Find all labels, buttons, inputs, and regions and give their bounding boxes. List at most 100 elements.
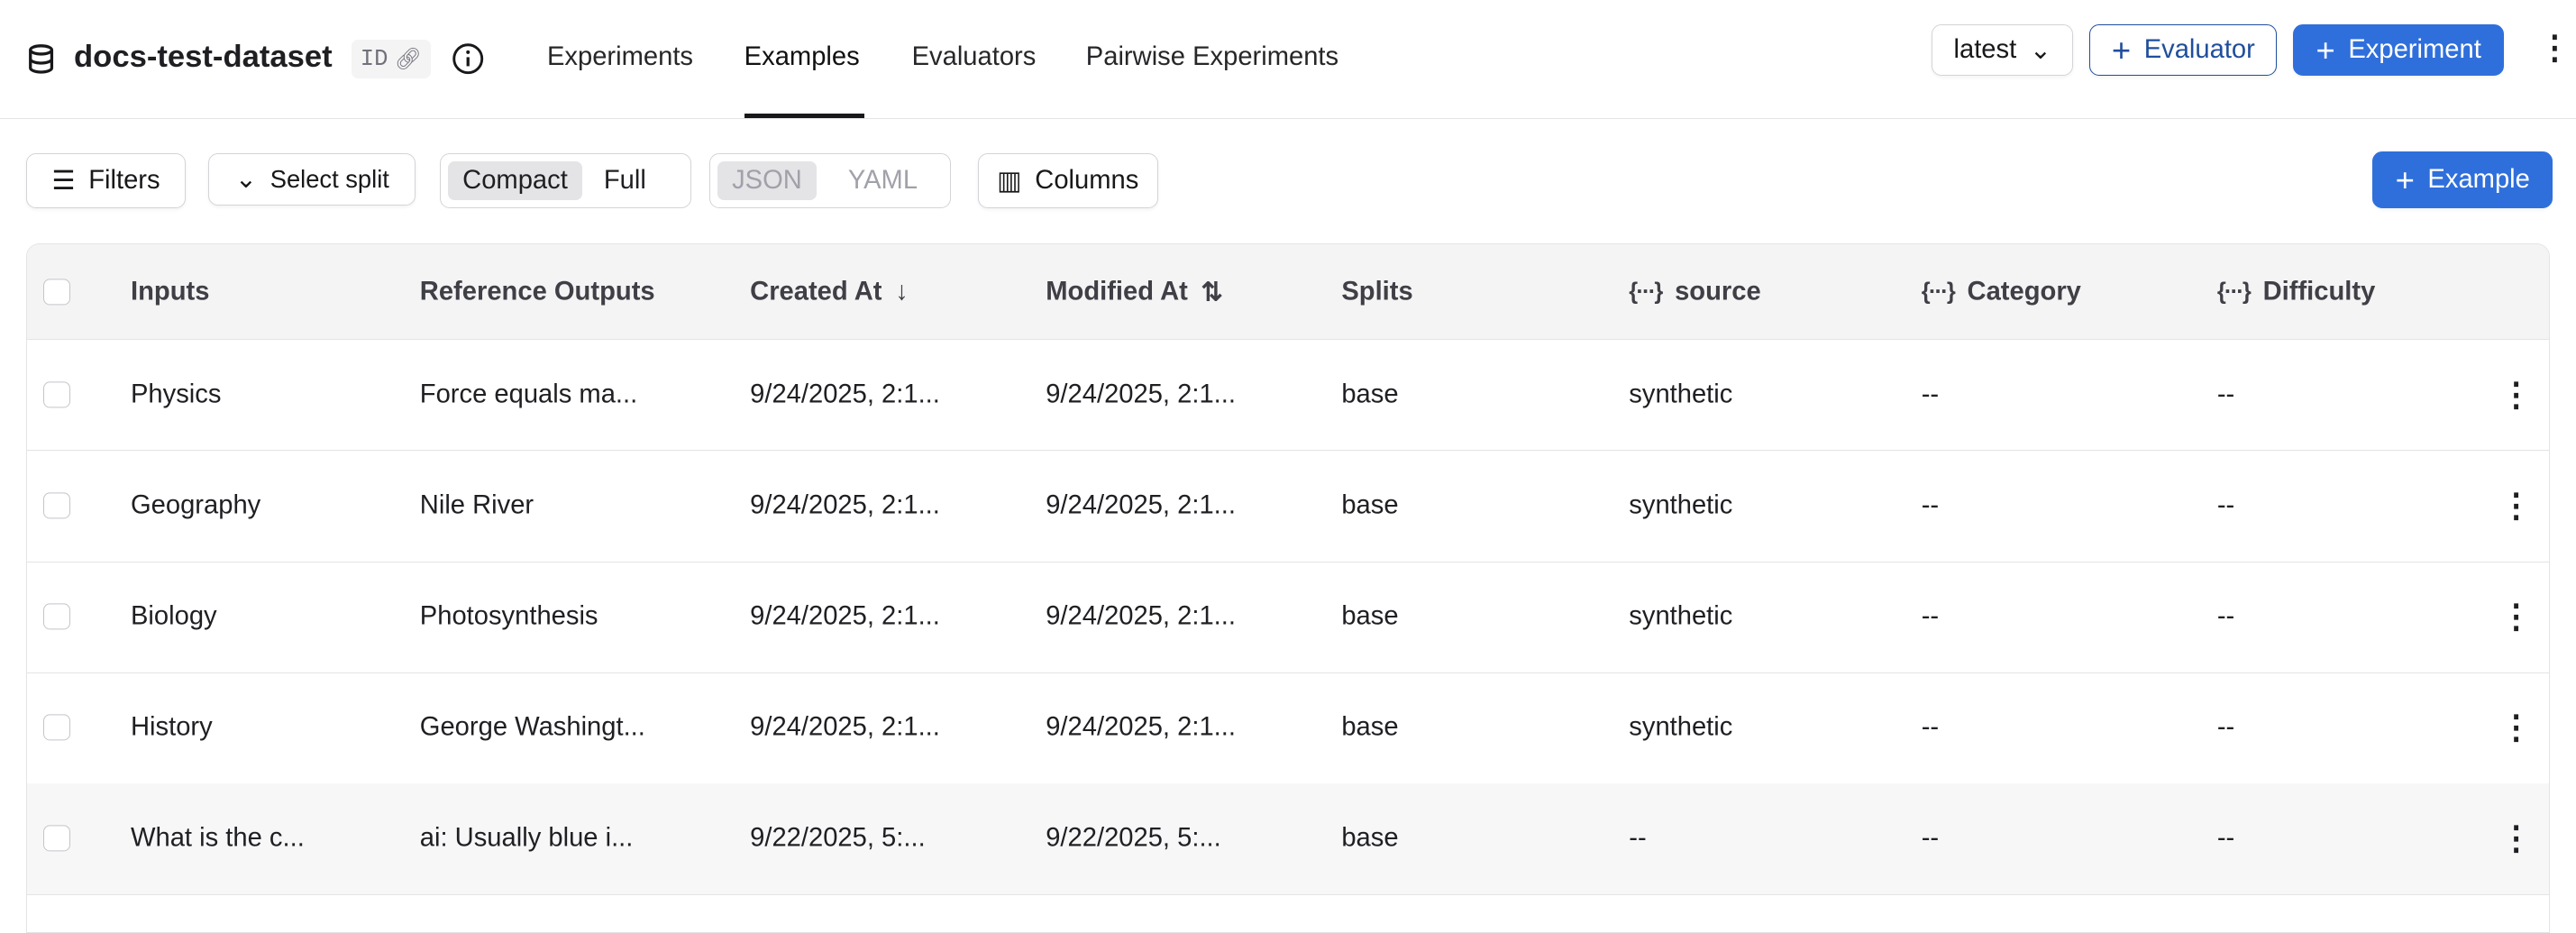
cell-difficulty: -- bbox=[2216, 712, 2235, 742]
filters-button[interactable]: ☰ Filters bbox=[26, 152, 186, 209]
sort-desc-icon[interactable]: ↓ bbox=[895, 277, 909, 306]
format-json[interactable]: JSON bbox=[717, 160, 818, 201]
filters-label: Filters bbox=[88, 165, 160, 195]
cell-splits: base bbox=[1341, 380, 1399, 409]
cell-reference-outputs: Force equals ma... bbox=[419, 380, 638, 409]
more-options-icon[interactable]: ⋮ bbox=[2538, 28, 2571, 66]
evaluator-label: Evaluator bbox=[2143, 35, 2255, 65]
cell-category: -- bbox=[1921, 490, 1940, 520]
column-reference-outputs[interactable]: Reference Outputs bbox=[420, 277, 655, 306]
copy-id-button[interactable]: ID 🔗︎ bbox=[352, 39, 431, 79]
view-mode-toggle: Compact Full bbox=[440, 152, 692, 209]
row-actions-icon[interactable]: ⋮ bbox=[2499, 597, 2533, 635]
column-label: Created At bbox=[750, 277, 882, 306]
row-actions-icon[interactable]: ⋮ bbox=[2499, 819, 2533, 856]
tab-examples[interactable]: Examples bbox=[744, 42, 860, 72]
cell-reference-outputs: ai: Usually blue i... bbox=[419, 823, 634, 853]
cell-splits: base bbox=[1341, 823, 1399, 853]
row-checkbox[interactable] bbox=[43, 381, 70, 408]
cell-source: synthetic bbox=[1629, 380, 1733, 409]
view-full[interactable]: Full bbox=[603, 165, 646, 195]
info-icon[interactable] bbox=[452, 42, 484, 75]
plus-icon: + bbox=[2316, 31, 2335, 69]
cell-difficulty: -- bbox=[2216, 380, 2235, 409]
view-compact[interactable]: Compact bbox=[447, 160, 583, 201]
table-row[interactable]: Geography Nile River 9/24/2025, 2:1... 9/24… bbox=[27, 450, 2549, 563]
column-modified-at[interactable]: Modified At ⇅ bbox=[1046, 276, 1223, 307]
row-checkbox[interactable] bbox=[43, 825, 70, 852]
column-splits[interactable]: Splits bbox=[1341, 277, 1412, 306]
cell-inputs: What is the c... bbox=[130, 823, 305, 853]
chevron-down-icon: ⌄ bbox=[234, 165, 258, 195]
row-checkbox[interactable] bbox=[43, 714, 70, 741]
cell-category: -- bbox=[1921, 823, 1940, 853]
cell-source: synthetic bbox=[1629, 712, 1733, 742]
column-category[interactable]: {···} Category bbox=[1922, 277, 2081, 306]
table-row[interactable]: Physics Force equals ma... 9/24/2025, 2:1.… bbox=[27, 339, 2549, 452]
filter-icon: ☰ bbox=[51, 166, 76, 196]
columns-icon: ▥ bbox=[997, 166, 1022, 196]
cell-created-at: 9/24/2025, 2:1... bbox=[750, 712, 940, 742]
cell-reference-outputs: Nile River bbox=[419, 490, 534, 520]
cell-created-at: 9/24/2025, 2:1... bbox=[750, 490, 940, 520]
cell-source: synthetic bbox=[1629, 601, 1733, 631]
cell-splits: base bbox=[1341, 601, 1399, 631]
cell-modified-at: 9/24/2025, 2:1... bbox=[1046, 380, 1236, 409]
select-split-label: Select split bbox=[269, 164, 389, 193]
row-checkbox[interactable] bbox=[43, 603, 70, 630]
cell-source: synthetic bbox=[1629, 490, 1733, 520]
row-actions-icon[interactable]: ⋮ bbox=[2499, 708, 2533, 745]
cell-category: -- bbox=[1921, 380, 1940, 409]
link-icon: 🔗︎ bbox=[394, 48, 422, 73]
select-split-dropdown[interactable]: ⌄ Select split bbox=[208, 152, 416, 206]
add-example-button[interactable]: + Example bbox=[2371, 151, 2553, 209]
experiment-label: Experiment bbox=[2348, 35, 2481, 65]
tab-evaluators[interactable]: Evaluators bbox=[911, 42, 1037, 72]
column-label: Splits bbox=[1341, 277, 1413, 306]
column-label: Reference Outputs bbox=[419, 277, 655, 306]
column-difficulty[interactable]: {···} Difficulty bbox=[2217, 277, 2376, 306]
row-actions-icon[interactable]: ⋮ bbox=[2499, 375, 2533, 413]
table-row[interactable]: What is the c... ai: Usually blue i... 9/2… bbox=[27, 782, 2549, 895]
tab-experiments[interactable]: Experiments bbox=[546, 42, 693, 72]
database-icon bbox=[29, 44, 54, 74]
braces-icon: {···} bbox=[1629, 279, 1663, 305]
cell-modified-at: 9/22/2025, 5:... bbox=[1046, 823, 1221, 853]
column-label: Difficulty bbox=[2262, 277, 2376, 306]
chevron-down-icon: ⌄ bbox=[2029, 36, 2052, 66]
examples-table: Inputs Reference Outputs Created At ↓ Mod… bbox=[26, 242, 2550, 933]
example-label: Example bbox=[2427, 165, 2530, 195]
cell-category: -- bbox=[1921, 601, 1940, 631]
column-label: Inputs bbox=[130, 277, 210, 306]
column-created-at[interactable]: Created At ↓ bbox=[750, 277, 909, 306]
column-source[interactable]: {···} source bbox=[1629, 277, 1760, 306]
active-tab-indicator bbox=[744, 113, 864, 119]
table-row[interactable]: History George Washingt... 9/24/2025, 2:1.… bbox=[27, 672, 2549, 784]
columns-button[interactable]: ▥ Columns bbox=[977, 152, 1158, 209]
table-row[interactable]: Biology Photosynthesis 9/24/2025, 2:1... 9/… bbox=[27, 562, 2549, 673]
format-yaml[interactable]: YAML bbox=[847, 165, 918, 195]
row-checkbox[interactable] bbox=[43, 492, 70, 519]
cell-reference-outputs: Photosynthesis bbox=[419, 601, 598, 631]
columns-label: Columns bbox=[1035, 165, 1139, 195]
cell-modified-at: 9/24/2025, 2:1... bbox=[1046, 490, 1236, 520]
dataset-title: docs-test-dataset bbox=[74, 39, 333, 74]
add-evaluator-button[interactable]: + Evaluator bbox=[2089, 24, 2278, 76]
add-experiment-button[interactable]: + Experiment bbox=[2293, 24, 2504, 76]
plus-icon: + bbox=[2111, 31, 2132, 69]
cell-inputs: Geography bbox=[130, 490, 261, 520]
row-actions-icon[interactable]: ⋮ bbox=[2499, 486, 2533, 524]
column-inputs[interactable]: Inputs bbox=[131, 277, 209, 306]
cell-modified-at: 9/24/2025, 2:1... bbox=[1046, 601, 1236, 631]
cell-reference-outputs: George Washingt... bbox=[419, 712, 645, 742]
sort-icon[interactable]: ⇅ bbox=[1201, 278, 1223, 307]
braces-icon: {···} bbox=[2216, 279, 2252, 305]
plus-icon: + bbox=[2395, 160, 2415, 198]
cell-modified-at: 9/24/2025, 2:1... bbox=[1046, 712, 1236, 742]
cell-difficulty: -- bbox=[2216, 490, 2235, 520]
version-select[interactable]: latest ⌄ bbox=[1932, 24, 2074, 76]
select-all-checkbox[interactable] bbox=[43, 279, 70, 306]
tab-pairwise-experiments[interactable]: Pairwise Experiments bbox=[1085, 42, 1339, 72]
id-label: ID bbox=[360, 46, 388, 73]
cell-splits: base bbox=[1341, 490, 1399, 520]
